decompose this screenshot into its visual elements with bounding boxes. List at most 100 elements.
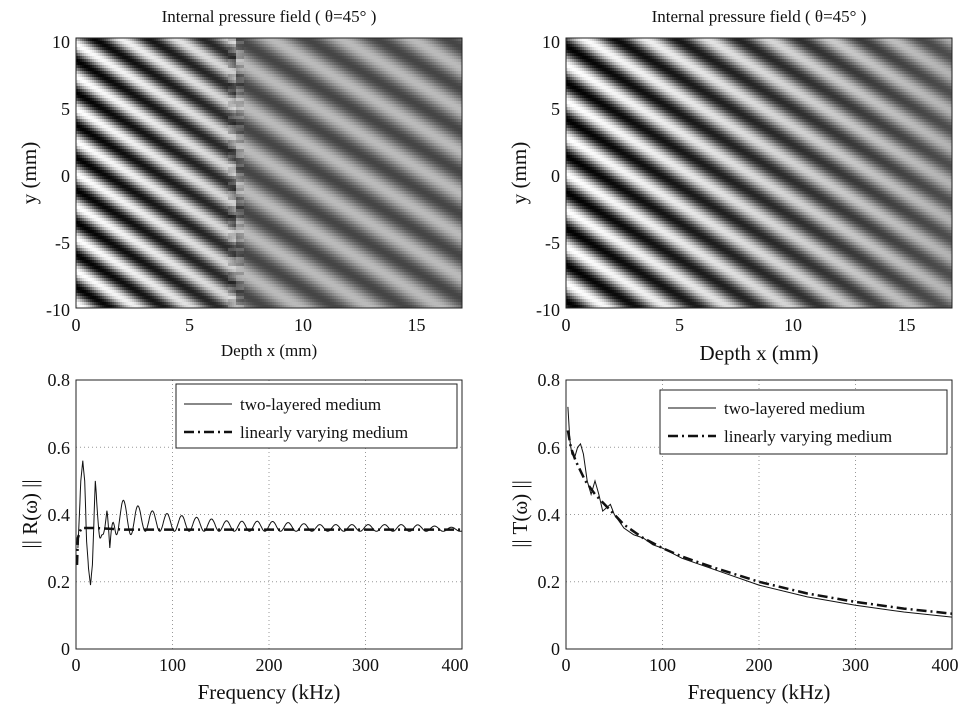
field-pixel [92, 95, 95, 99]
field-pixel [88, 164, 91, 168]
field-pixel [102, 293, 105, 297]
field-pixel [80, 185, 83, 189]
field-pixel [90, 122, 93, 126]
field-pixel [120, 38, 123, 42]
field-pixel [106, 212, 109, 216]
field-pixel [116, 200, 119, 204]
field-pixel [92, 119, 95, 123]
field-pixel [86, 104, 89, 108]
field-pixel [82, 296, 85, 300]
field-pixel [112, 188, 115, 192]
field-pixel [92, 50, 95, 54]
field-pixel [112, 89, 115, 93]
field-pixel [82, 98, 85, 102]
field-pixel [108, 107, 111, 111]
field-pixel [84, 245, 87, 249]
field-pixel [100, 245, 103, 249]
field-pixel [86, 248, 89, 252]
field-pixel [124, 56, 127, 60]
field-pixel [92, 107, 95, 111]
field-pixel [118, 269, 121, 273]
field-pixel [124, 227, 127, 231]
field-pixel [76, 53, 79, 57]
field-pixel [126, 158, 129, 162]
field-pixel [118, 179, 121, 183]
field-pixel [80, 296, 83, 300]
field-pixel [92, 179, 95, 183]
field-pixel [118, 206, 121, 210]
field-pixel [84, 299, 87, 303]
field-pixel [104, 131, 107, 135]
field-pixel [118, 263, 121, 267]
field-pixel [102, 158, 105, 162]
field-pixel [84, 263, 87, 267]
field-pixel [82, 65, 85, 69]
field-pixel [104, 176, 107, 180]
field-pixel [82, 269, 85, 273]
field-pixel [124, 110, 127, 114]
field-pixel [98, 212, 101, 216]
field-pixel [84, 71, 87, 75]
field-pixel [124, 161, 127, 165]
field-pixel [78, 236, 81, 240]
field-pixel [106, 266, 109, 270]
field-pixel [112, 56, 115, 60]
field-pixel [76, 41, 79, 45]
field-pixel [88, 212, 91, 216]
field-pixel [114, 167, 117, 171]
field-pixel [80, 116, 83, 120]
field-pixel [116, 155, 119, 159]
field-pixel [106, 248, 109, 252]
field-pixel [98, 95, 101, 99]
field-pixel [102, 269, 105, 273]
field-pixel [88, 290, 91, 294]
field-pixel [116, 110, 119, 114]
field-pixel [116, 158, 119, 162]
field-pixel [122, 173, 125, 177]
field-pixel [108, 239, 111, 243]
field-pixel [114, 47, 117, 51]
field-pixel [78, 134, 81, 138]
field-pixel [86, 158, 89, 162]
field-pixel [124, 119, 127, 123]
field-pixel [76, 62, 79, 66]
field-pixel [86, 89, 89, 93]
field-pixel [80, 131, 83, 135]
field-pixel [82, 92, 85, 96]
field-pixel [76, 80, 79, 84]
field-pixel [84, 116, 87, 120]
field-pixel [110, 197, 113, 201]
field-pixel [84, 152, 87, 156]
field-pixel [116, 239, 119, 243]
field-pixel [106, 62, 109, 66]
field-pixel [120, 119, 123, 123]
field-pixel [78, 119, 81, 123]
field-pixel [80, 248, 83, 252]
field-pixel [80, 287, 83, 291]
field-pixel [122, 305, 125, 308]
field-pixel [102, 140, 105, 144]
field-pixel [92, 281, 95, 285]
field-pixel [120, 215, 123, 219]
field-pixel [76, 149, 79, 153]
field-pixel [92, 56, 95, 60]
field-pixel [114, 122, 117, 126]
field-pixel [122, 41, 125, 45]
field-pixel [112, 212, 115, 216]
field-pixel [92, 185, 95, 189]
field-pixel [96, 122, 99, 126]
field-pixel [98, 158, 101, 162]
field-pixel [108, 74, 111, 78]
field-pixel [80, 56, 83, 60]
field-pixel [110, 122, 113, 126]
field-pixel [126, 239, 129, 243]
field-pixel [100, 59, 103, 63]
field-pixel [110, 74, 113, 78]
field-pixel [76, 218, 79, 222]
field-pixel [120, 65, 123, 69]
field-pixel [98, 71, 101, 75]
field-pixel [82, 140, 85, 144]
field-pixel [112, 77, 115, 81]
field-pixel [100, 215, 103, 219]
field-pixel [80, 206, 83, 210]
